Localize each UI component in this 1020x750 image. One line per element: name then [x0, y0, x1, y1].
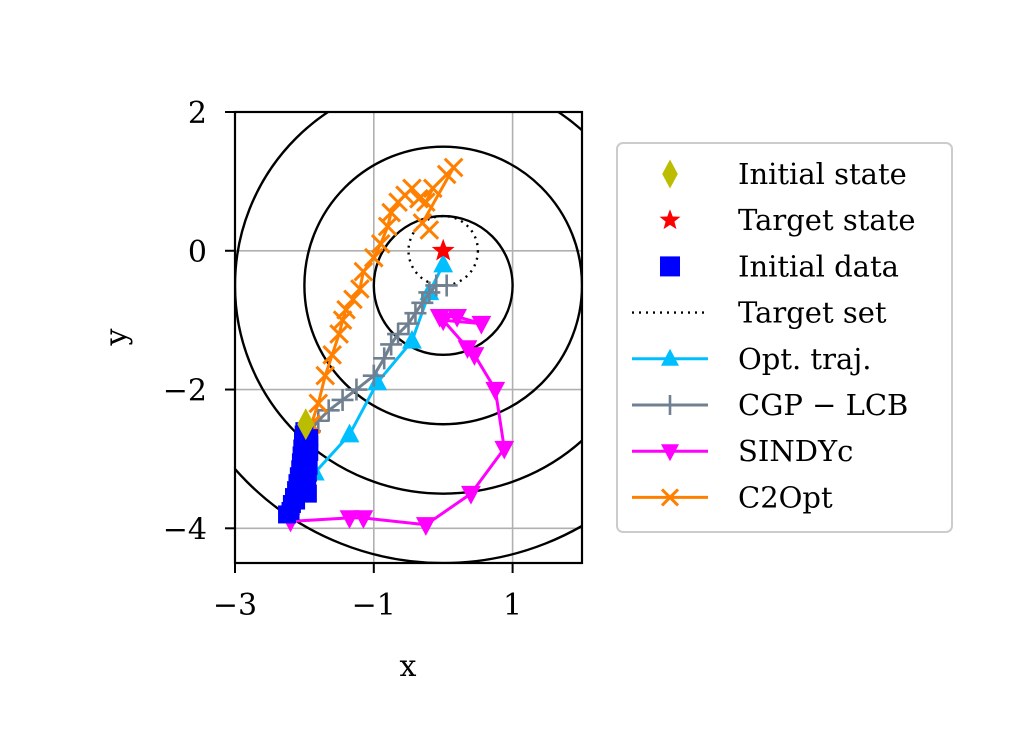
legend-item-initial-state: Initial state [662, 157, 907, 191]
legend-label: Target state [738, 203, 915, 237]
series-point [322, 344, 343, 365]
x-tick-label: 1 [503, 588, 522, 623]
legend-marker-icon [660, 488, 680, 507]
series-point [367, 371, 388, 391]
axis-ticks: −3 −1 1 2 0 −2 −4 [163, 96, 522, 623]
series-point [345, 378, 368, 401]
series-point [429, 308, 450, 328]
series-point [415, 192, 436, 213]
legend-marker-icon [661, 348, 679, 366]
series-point [370, 233, 391, 254]
series-point [331, 388, 354, 411]
series-point [332, 310, 353, 331]
series-point [471, 315, 492, 335]
legend-item-c2opt: C2Opt [632, 480, 833, 514]
initial-state-marker [297, 408, 315, 441]
series-c2opt [301, 157, 464, 435]
legend-frame [616, 142, 953, 533]
plot-frame [233, 110, 584, 565]
legend-item-opt-traj-: Opt. traj. [632, 342, 871, 376]
series-point [415, 517, 436, 536]
legend-item-initial-data: Initial data [660, 249, 899, 283]
legend-item-target-set: Target set [632, 296, 887, 330]
series-point [402, 329, 422, 349]
series-point [339, 510, 360, 529]
x-tick-label: −1 [352, 588, 396, 623]
target-set-circle [407, 214, 480, 287]
contour-circle [372, 214, 514, 357]
legend-marker-icon [661, 444, 679, 462]
series-point [435, 274, 458, 297]
series-point [461, 485, 481, 505]
series-point [315, 365, 336, 386]
x-axis-label: x [400, 649, 417, 684]
series-point [362, 364, 385, 387]
legend-label: CGP − LCB [738, 388, 908, 422]
legend-square-icon [660, 256, 680, 277]
y-tick-label: −2 [163, 374, 207, 409]
series-point [419, 220, 440, 240]
series-point [433, 253, 454, 273]
initial-data-point [287, 491, 306, 510]
series-point [387, 323, 410, 346]
contour-circle [303, 145, 582, 426]
series-point [447, 308, 467, 328]
series-point [336, 299, 356, 320]
target-set-boundary [407, 214, 480, 287]
initial-data-point [278, 505, 297, 524]
legend-label: Initial data [738, 249, 899, 283]
series-cgp-lcb [298, 274, 458, 443]
x-tick-label: −3 [213, 588, 257, 623]
legend-label: C2Opt [738, 480, 833, 514]
initial-data-points [278, 422, 319, 524]
series-point [494, 440, 515, 460]
y-tick-label: −4 [163, 512, 207, 547]
series-point [350, 279, 370, 299]
series-point [457, 340, 478, 359]
legend-label: Target set [738, 296, 887, 330]
legend-label: Opt. traj. [738, 342, 871, 376]
state-markers [297, 238, 455, 441]
series-point [485, 381, 506, 401]
series-point [353, 261, 374, 282]
legend-diamond-icon [662, 159, 678, 189]
y-axis-label: y [99, 328, 134, 346]
series-point [381, 202, 402, 223]
series-point [317, 399, 340, 422]
series-point [343, 289, 363, 310]
series-point [363, 247, 384, 268]
legend-item-cgp-lcb: CGP − LCB [632, 388, 908, 422]
y-tick-label: 2 [188, 96, 207, 131]
legend-label: Initial state [738, 157, 907, 191]
series-point [308, 393, 329, 414]
legend-star-icon [659, 209, 681, 230]
y-tick-label: 0 [188, 235, 207, 270]
series-point [339, 423, 360, 443]
legend-label: SINDYc [738, 434, 853, 468]
series-point [353, 510, 374, 529]
series-point [373, 347, 396, 370]
series-point [443, 157, 464, 178]
legend-marker-icon [660, 395, 680, 415]
target-state-marker [431, 238, 455, 261]
initial-data-point [291, 474, 310, 493]
legend: Initial state Target state Initial data Tar… [616, 142, 953, 533]
legend-item-target-state: Target state [659, 203, 915, 237]
legend-item-sindyc: SINDYc [632, 434, 853, 468]
